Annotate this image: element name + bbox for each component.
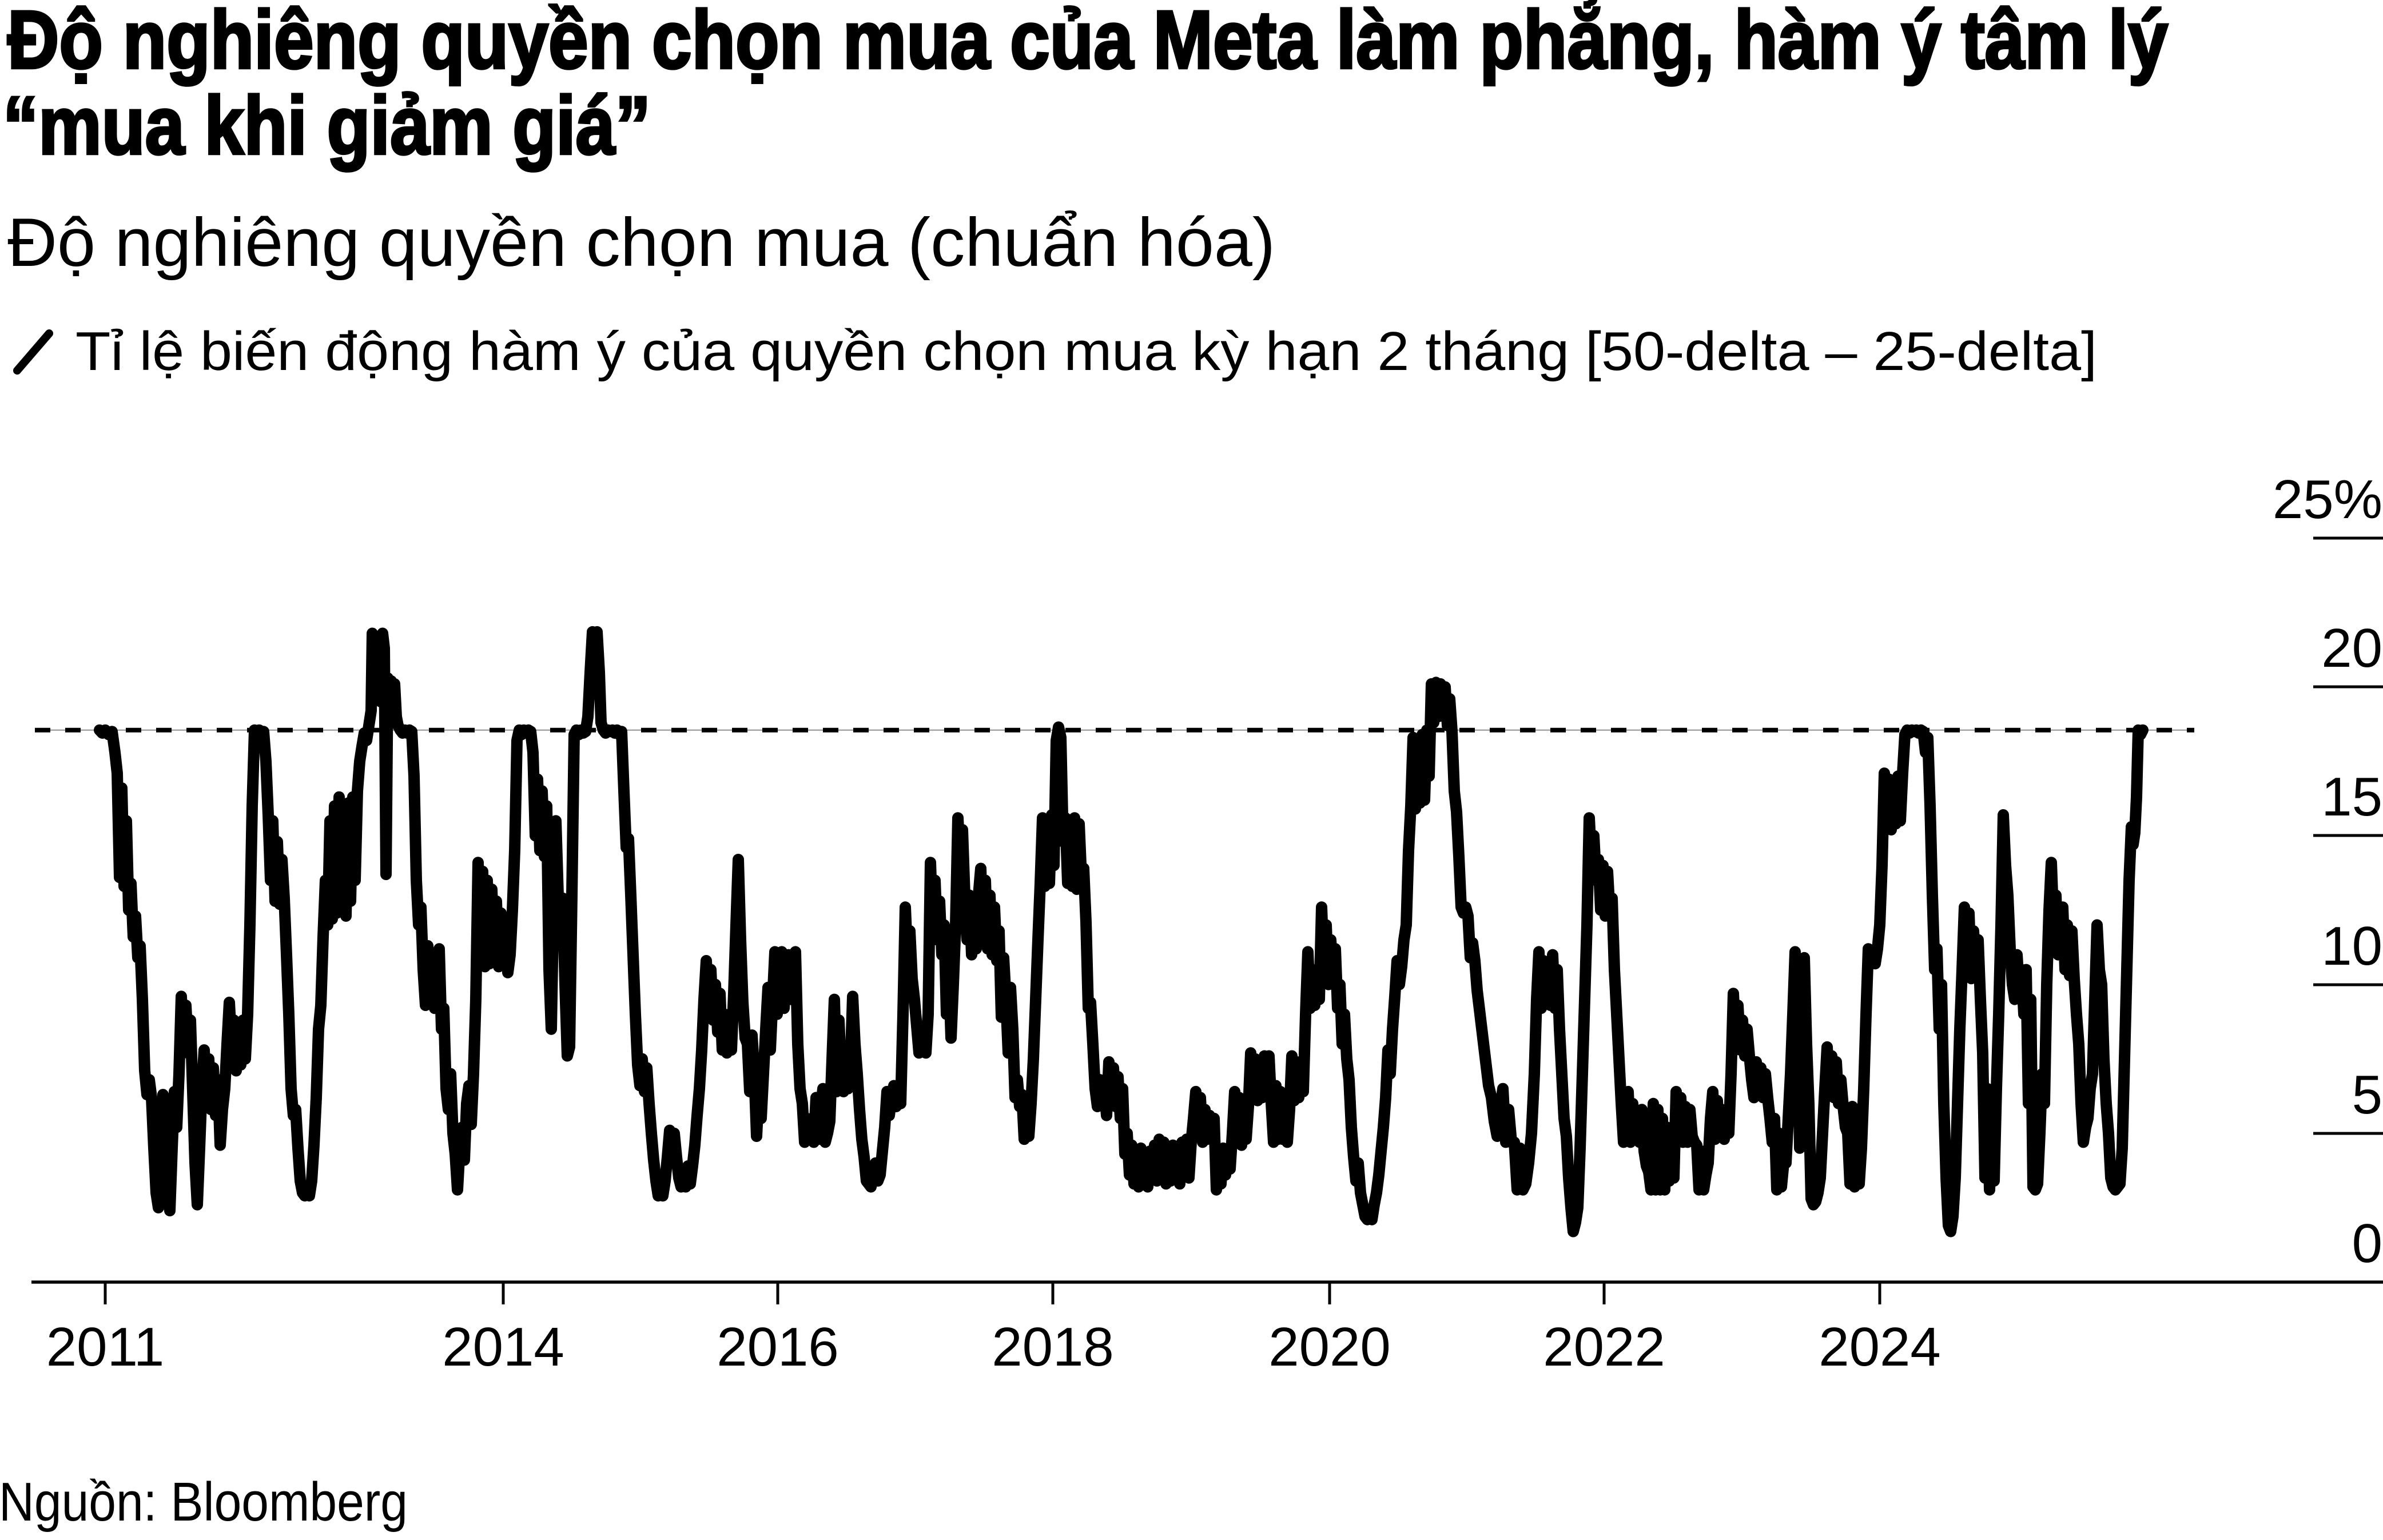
svg-text:0: 0 [2352, 1213, 2382, 1274]
svg-text:2014: 2014 [442, 1316, 564, 1378]
svg-text:2011: 2011 [46, 1316, 164, 1378]
svg-text:“mua khi giảm giá”: “mua khi giảm giá” [3, 79, 651, 172]
svg-text:2018: 2018 [992, 1316, 1114, 1378]
svg-text:2016: 2016 [717, 1316, 839, 1378]
svg-text:2024: 2024 [1819, 1316, 1941, 1378]
svg-text:Nguồn: Bloomberg: Nguồn: Bloomberg [0, 1471, 408, 1533]
svg-text:15: 15 [2321, 766, 2382, 827]
svg-text:10: 10 [2321, 916, 2382, 977]
svg-text:2022: 2022 [1543, 1316, 1665, 1378]
svg-text:5: 5 [2352, 1064, 2382, 1125]
svg-text:20: 20 [2321, 618, 2382, 679]
svg-text:2020: 2020 [1268, 1316, 1391, 1378]
svg-text:Độ nghiêng quyền chọn mua (chu: Độ nghiêng quyền chọn mua (chuẩn hóa) [7, 204, 1275, 281]
svg-text:25%: 25% [2273, 469, 2382, 530]
svg-text:Độ nghiêng quyền chọn mua của: Độ nghiêng quyền chọn mua của Meta làm p… [7, 0, 2168, 86]
svg-text:Tỉ lệ biến động hàm ý của quyề: Tỉ lệ biến động hàm ý của quyền chọn mua… [75, 321, 2097, 382]
